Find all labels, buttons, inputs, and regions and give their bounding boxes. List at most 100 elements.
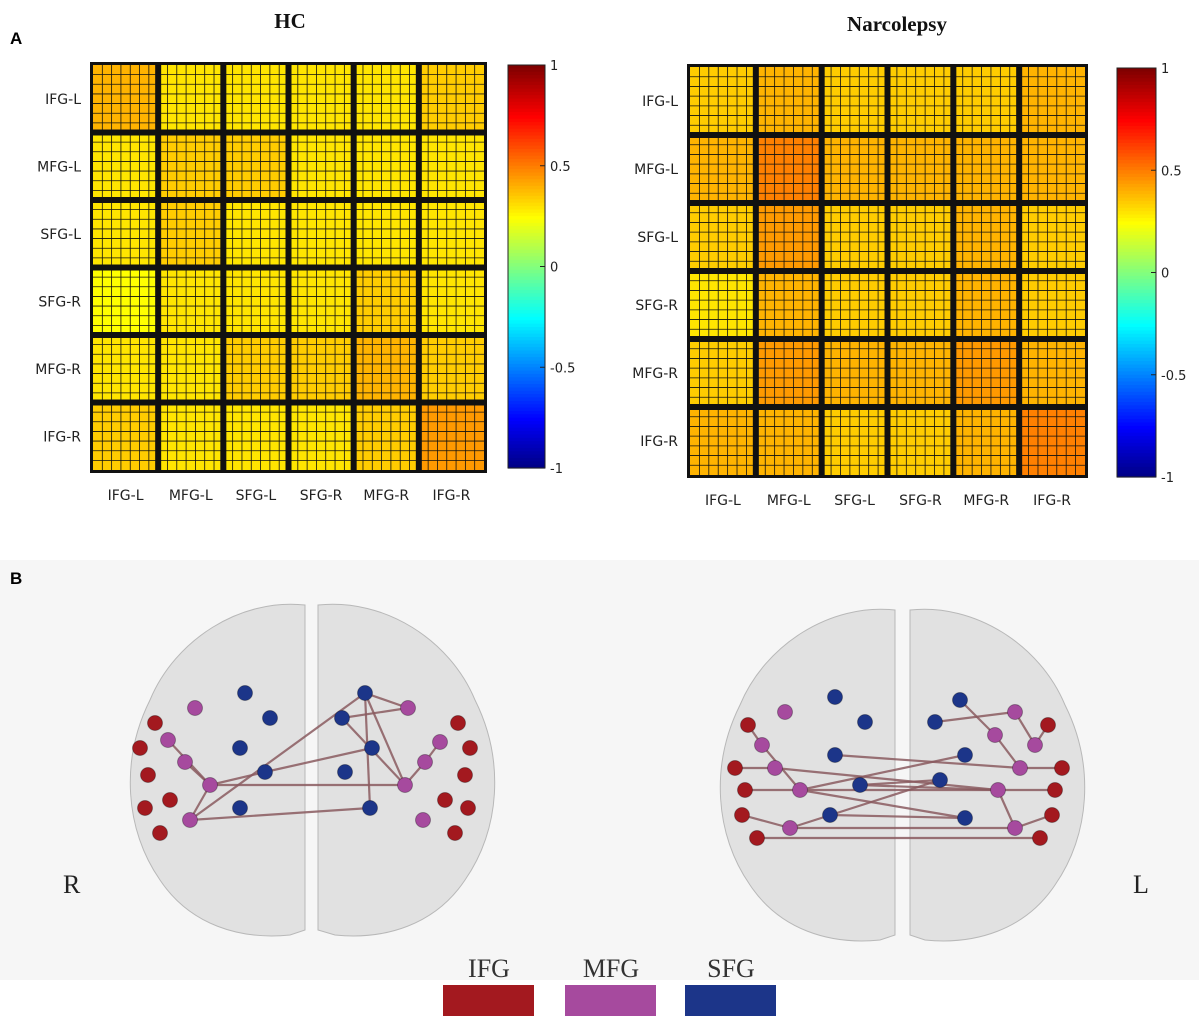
node xyxy=(958,748,973,763)
node xyxy=(416,813,431,828)
heatmap-block xyxy=(419,65,484,133)
colorbar-tick-label: 1 xyxy=(550,59,558,74)
row-label: IFG-L xyxy=(642,94,678,110)
node xyxy=(958,811,973,826)
colorbar-strip xyxy=(1117,99,1156,103)
colorbar-strip xyxy=(1117,119,1156,123)
colorbar-strip xyxy=(1117,194,1156,198)
heatmap-block xyxy=(354,133,419,201)
node xyxy=(991,783,1006,798)
colorbar-strip xyxy=(1117,361,1156,365)
colorbar-tick-label: 1 xyxy=(1161,62,1169,77)
panel-label: B xyxy=(10,569,22,588)
colorbar-strip xyxy=(1117,419,1156,423)
colorbar-strip xyxy=(1117,78,1156,82)
colorbar-strip xyxy=(1117,286,1156,290)
node xyxy=(263,711,278,726)
node xyxy=(161,733,176,748)
colorbar-strip xyxy=(1117,470,1156,474)
row-label: MFG-R xyxy=(35,362,81,378)
heatmap-block xyxy=(93,200,158,268)
colorbar-strip xyxy=(1117,293,1156,297)
colorbar-strip xyxy=(1117,433,1156,437)
colorbar-strip xyxy=(1117,351,1156,355)
colorbar-strip xyxy=(1117,252,1156,256)
node xyxy=(741,718,756,733)
colorbar-strip xyxy=(1117,395,1156,399)
colorbar-strip xyxy=(1117,426,1156,430)
heatmap-block xyxy=(822,271,888,339)
colorbar-strip xyxy=(1117,300,1156,304)
colorbar-strip xyxy=(1117,467,1156,471)
heatmap-block xyxy=(888,203,954,271)
node xyxy=(768,761,783,776)
heatmap-block xyxy=(690,339,756,407)
heatmap-block xyxy=(953,67,1019,135)
colorbar-strip xyxy=(1117,249,1156,253)
colorbar-strip xyxy=(1117,232,1156,236)
colorbar-strip xyxy=(1117,201,1156,205)
node xyxy=(750,831,765,846)
colorbar-strip xyxy=(1117,388,1156,392)
row-label: MFG-L xyxy=(37,159,81,175)
heatmap-block xyxy=(158,65,223,133)
panel-label: A xyxy=(10,29,22,48)
node xyxy=(953,693,968,708)
node xyxy=(335,711,350,726)
node xyxy=(853,778,868,793)
colorbar-strip xyxy=(1117,303,1156,307)
legend-label: SFG xyxy=(707,954,755,983)
column-label: IFG-L xyxy=(705,493,741,509)
heatmap-block xyxy=(223,335,288,403)
colorbar-tick-label: 0.5 xyxy=(1161,164,1182,179)
heatmap-block xyxy=(158,335,223,403)
colorbar-strip xyxy=(1117,68,1156,72)
heatmap-block xyxy=(289,133,354,201)
heatmap-block xyxy=(158,200,223,268)
colorbar-strip xyxy=(1117,341,1156,345)
heatmap-block xyxy=(822,67,888,135)
heatmap-block xyxy=(158,403,223,471)
heatmap-block xyxy=(93,133,158,201)
colorbar-strip xyxy=(1117,327,1156,331)
heatmap-block xyxy=(93,403,158,471)
node xyxy=(928,715,943,730)
colorbar-strip xyxy=(1117,238,1156,242)
node xyxy=(183,813,198,828)
node xyxy=(828,748,843,763)
figure: A B R L HCIFG-LIFG-LMFG-LMFG-LSFG-LSFG-L… xyxy=(0,0,1199,1016)
colorbar-strip xyxy=(1117,133,1156,137)
column-label: MFG-L xyxy=(169,488,213,504)
row-label: SFG-L xyxy=(637,230,678,246)
colorbar-strip xyxy=(1117,143,1156,147)
column-label: SFG-R xyxy=(899,493,942,509)
colorbar-strip xyxy=(1117,102,1156,106)
colorbar-strip xyxy=(1117,211,1156,215)
colorbar-strip xyxy=(1117,218,1156,222)
node xyxy=(783,821,798,836)
colorbar-strip xyxy=(1117,375,1156,379)
node xyxy=(138,801,153,816)
colorbar-strip xyxy=(1117,443,1156,447)
colorbar-strip xyxy=(1117,412,1156,416)
heatmap-block xyxy=(419,403,484,471)
heatmap-block xyxy=(690,67,756,135)
heatmap-block xyxy=(756,135,822,203)
heatmap-block xyxy=(756,407,822,475)
colorbar-strip xyxy=(1117,402,1156,406)
colorbar-strip xyxy=(1117,337,1156,341)
colorbar-strip xyxy=(1117,92,1156,96)
heatmap-block xyxy=(953,407,1019,475)
colorbar-strip xyxy=(1117,262,1156,266)
colorbar-strip xyxy=(1117,204,1156,208)
row-label: IFG-L xyxy=(45,92,81,108)
colorbar-strip xyxy=(1117,160,1156,164)
heatmap-block xyxy=(953,203,1019,271)
colorbar-strip xyxy=(1117,255,1156,259)
colorbar-tick-label: 0 xyxy=(550,261,558,276)
heatmap-block xyxy=(419,133,484,201)
row-label: MFG-R xyxy=(632,366,678,382)
colorbar-strip xyxy=(1117,446,1156,450)
heatmap-block xyxy=(690,203,756,271)
colorbar-strip xyxy=(1117,450,1156,454)
